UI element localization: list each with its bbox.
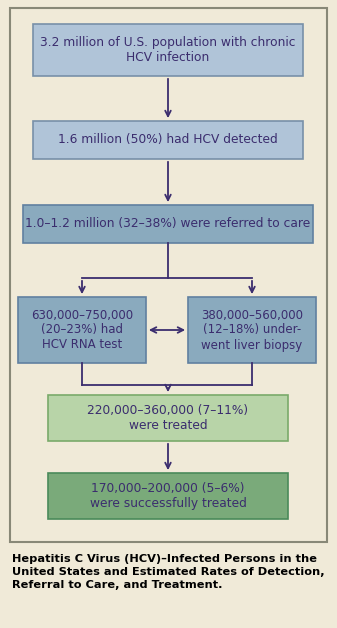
Text: 380,000–560,000
(12–18%) under-
went liver biopsy: 380,000–560,000 (12–18%) under- went liv…: [201, 308, 303, 352]
Bar: [23, 205, 313, 243]
Bar: [188, 297, 316, 363]
Text: 1.6 million (50%) had HCV detected: 1.6 million (50%) had HCV detected: [58, 134, 278, 146]
Text: 3.2 million of U.S. population with chronic
HCV infection: 3.2 million of U.S. population with chro…: [40, 36, 296, 64]
Bar: [33, 24, 303, 76]
Text: 630,000–750,000
(20–23%) had
HCV RNA test: 630,000–750,000 (20–23%) had HCV RNA tes…: [31, 308, 133, 352]
Bar: [10, 8, 327, 542]
Text: 170,000–200,000 (5–6%)
were successfully treated: 170,000–200,000 (5–6%) were successfully…: [90, 482, 246, 510]
Bar: [18, 297, 146, 363]
Bar: [48, 395, 288, 441]
Text: 220,000–360,000 (7–11%)
were treated: 220,000–360,000 (7–11%) were treated: [87, 404, 249, 432]
Text: Hepatitis C Virus (HCV)–Infected Persons in the: Hepatitis C Virus (HCV)–Infected Persons…: [12, 554, 317, 564]
Text: Referral to Care, and Treatment.: Referral to Care, and Treatment.: [12, 580, 222, 590]
Text: United States and Estimated Rates of Detection,: United States and Estimated Rates of Det…: [12, 567, 325, 577]
Bar: [48, 473, 288, 519]
Text: 1.0–1.2 million (32–38%) were referred to care: 1.0–1.2 million (32–38%) were referred t…: [25, 217, 311, 230]
Bar: [33, 121, 303, 159]
